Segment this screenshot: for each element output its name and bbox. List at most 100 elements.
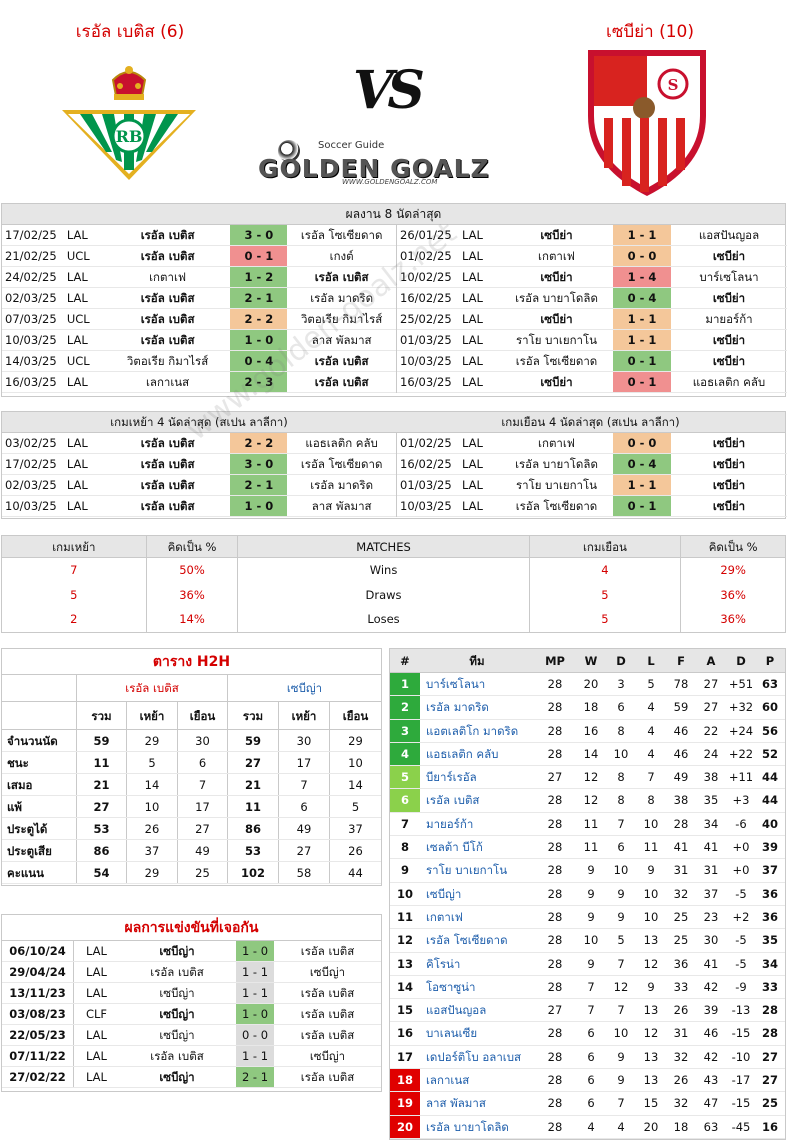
- results-title: ผลการแข่งขันที่เจอกัน: [2, 915, 381, 941]
- table-stat: 10: [613, 863, 629, 878]
- h2h-value: 27: [77, 796, 127, 817]
- match-score: 2 - 2: [230, 433, 288, 453]
- league-table: # ทีม MP W D L F A D P 1 บาร์เซโลนา 28 20 3 5 78 27 +51 63…: [389, 648, 786, 1140]
- h2h-value: 53: [77, 818, 127, 839]
- table-team: เซบีญ่า: [426, 886, 462, 901]
- result-row: 22/05/23 LAL เซบีญ่า 0 - 0 เรอัล เบติส: [2, 1025, 381, 1046]
- table-row: 8 เซลต้า บีโก้ 28 11 6 11 41 41 +0 39: [390, 836, 785, 860]
- table-stat: 25: [673, 909, 689, 924]
- table-team: โอซาซูน่า: [426, 979, 476, 994]
- result-row: 13/11/23 LAL เซบีญ่า 1 - 1 เรอัล เบติส: [2, 983, 381, 1004]
- h2h-value: 21: [77, 774, 127, 795]
- brand-big: GOLDEN GOALZ: [258, 154, 490, 183]
- table-position: 20: [390, 1115, 420, 1138]
- table-stat: 8: [617, 793, 625, 808]
- match-score: 0 - 4: [230, 351, 288, 371]
- h2h-row: เสมอ 21 14 7 21 7 14: [2, 774, 381, 796]
- match-row: 16/03/25 LAL เซบีย่า 0 - 1 แอธเลติก คลับ: [397, 372, 787, 393]
- table-stat: 10: [643, 816, 659, 831]
- table-stat: 27: [547, 1003, 563, 1018]
- table-stat: 28: [547, 677, 563, 691]
- table-stat: 31: [703, 863, 719, 878]
- table-stat: +22: [728, 746, 754, 761]
- match-date: 01/02/25: [400, 436, 452, 450]
- table-stat: 10: [613, 1026, 629, 1041]
- table-row: 11 เกตาเฟ 28 9 9 10 25 23 +2 36: [390, 906, 785, 930]
- table-header-cell: A: [706, 654, 716, 668]
- table-team: แอสปันญอล: [426, 1003, 487, 1018]
- table-stat: 28: [547, 909, 563, 924]
- match-date: 17/02/25: [5, 457, 57, 471]
- table-stat: 41: [703, 956, 719, 971]
- table-row: 10 เซบีญ่า 28 9 9 10 32 37 -5 36: [390, 883, 785, 906]
- table-team: แอธเลติก คลับ: [426, 746, 499, 761]
- match-competition: LAL: [66, 333, 88, 347]
- table-position: 3: [390, 719, 420, 742]
- match-date: 03/02/25: [5, 436, 57, 450]
- table-stat: -10: [731, 1049, 751, 1064]
- match-away-team: เซบีย่า: [712, 478, 746, 492]
- match-home-team: ราโย บาเยกาโน: [515, 478, 598, 492]
- match-score: 0 - 4: [613, 454, 671, 474]
- match-row: 01/03/25 LAL ราโย บาเยกาโน 1 - 1 เซบีย่า: [397, 475, 787, 496]
- match-competition: LAL: [66, 457, 88, 471]
- table-stat: 8: [617, 723, 625, 738]
- table-stat: 32: [673, 886, 689, 901]
- result-row: 07/11/22 LAL เรอัล เบติส 1 - 1 เซบีญ่า: [2, 1046, 381, 1067]
- table-stat: 28: [547, 1049, 563, 1064]
- match-home-team: เรอัล เบติส: [140, 333, 195, 347]
- match-away-team: แอธเลติก คลับ: [305, 436, 378, 450]
- match-home-team: เรอัล เบติส: [140, 249, 195, 263]
- match-score: 1 - 1: [613, 330, 671, 350]
- h2h-subhead: เยือน: [178, 702, 228, 729]
- h2h-rows: จำนวนนัด 59 29 30 59 30 29 ชนะ 11 5 6 27 17 10 เสมอ 21 1…: [2, 730, 381, 884]
- match-score: 0 - 4: [613, 288, 671, 308]
- match-score: 1 - 0: [230, 496, 288, 516]
- table-stat: 27: [761, 1049, 778, 1064]
- match-row: 01/02/25 LAL เกตาเฟ 0 - 0 เซบีย่า: [397, 246, 787, 267]
- result-away-team: เรอัล เบติส: [300, 1070, 355, 1084]
- vs-label: VS: [353, 60, 425, 121]
- h2h-value: 29: [127, 862, 178, 883]
- result-score: 0 - 0: [236, 1025, 274, 1045]
- table-stat: 47: [703, 1096, 719, 1111]
- table-stat: 27: [761, 1073, 778, 1088]
- match-away-team: วิตอเรีย กิมาไรส์: [300, 312, 383, 326]
- h2h-value: 27: [178, 818, 228, 839]
- result-competition: LAL: [86, 1049, 107, 1063]
- table-stat: 32: [673, 1096, 689, 1111]
- table-stat: 28: [673, 816, 689, 831]
- match-home-team: เรอัล เบติส: [140, 291, 195, 305]
- table-position: 4: [390, 742, 420, 766]
- matches-value: 36%: [720, 587, 746, 602]
- match-date: 26/01/25: [400, 228, 452, 242]
- table-stat: 28: [547, 1026, 563, 1041]
- table-row: 7 มายอร์ก้า 28 11 7 10 28 34 -6 40: [390, 813, 785, 837]
- table-stat: 12: [643, 956, 659, 971]
- matches-row: 2 14% Loses 5 36%: [2, 607, 785, 632]
- matches-value: 50%: [147, 558, 239, 583]
- table-stat: 28: [547, 700, 563, 715]
- result-date: 07/11/22: [2, 1046, 74, 1066]
- match-date: 10/03/25: [400, 354, 452, 368]
- table-stat: 11: [583, 840, 599, 855]
- h2h-value: 27: [279, 840, 330, 861]
- table-stat: -17: [731, 1073, 751, 1088]
- table-stat: 7: [617, 1003, 625, 1018]
- sevilla-crest-icon: S: [588, 50, 706, 196]
- match-score: 1 - 2: [230, 267, 288, 287]
- table-stat: 9: [587, 956, 595, 971]
- table-team: เดปอร์ติโบ อลาเบส: [426, 1049, 522, 1064]
- match-row: 17/02/25 LAL เรอัล เบติส 3 - 0 เรอัล โซเซียด…: [2, 454, 396, 475]
- table-stat: 60: [761, 700, 778, 715]
- result-score: 1 - 0: [236, 1004, 274, 1024]
- match-away-team: แอสปันญอล: [698, 228, 760, 242]
- match-competition: UCL: [66, 249, 90, 263]
- table-header-cell: L: [647, 654, 655, 668]
- table-team: เรอัล บายาโดลิด: [426, 1119, 509, 1134]
- h2h-label: ประตูเสีย: [2, 840, 77, 861]
- table-stat: 28: [547, 1119, 563, 1134]
- brand-small: Soccer Guide: [318, 140, 385, 151]
- h2h-value: 29: [127, 730, 178, 751]
- table-stat: 4: [647, 723, 655, 738]
